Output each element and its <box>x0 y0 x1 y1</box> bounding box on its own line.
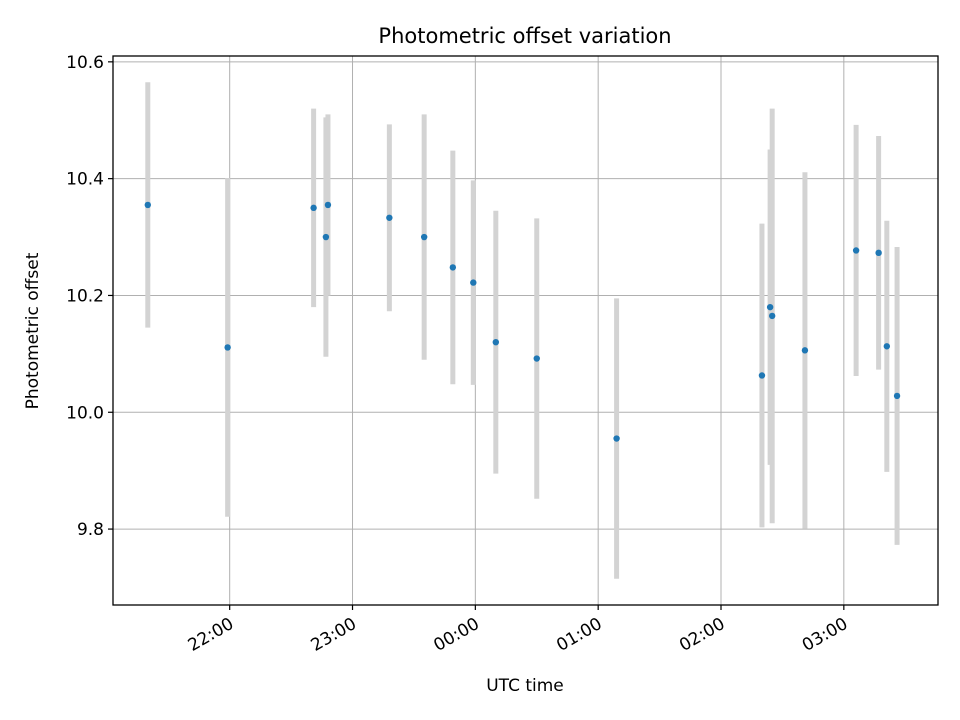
chart-title: Photometric offset variation <box>378 24 671 48</box>
x-tick-label: 00:00 <box>430 614 482 656</box>
data-point <box>758 372 766 379</box>
data-point <box>533 355 540 362</box>
grid-lines <box>113 56 938 605</box>
data-point <box>801 347 809 354</box>
data-point <box>766 303 774 311</box>
x-axis-label: UTC time <box>486 676 564 696</box>
x-tick-label: 01:00 <box>553 614 605 656</box>
data-point <box>875 249 882 257</box>
data-point <box>852 247 860 254</box>
y-tick-label: 10.0 <box>66 403 104 423</box>
y-tick-label: 10.6 <box>66 53 104 73</box>
data-point <box>449 264 457 271</box>
data-point <box>420 233 428 241</box>
x-tick-label: 03:00 <box>799 614 851 656</box>
x-tick-label: 02:00 <box>676 614 728 656</box>
plot-area-frame <box>112 55 939 606</box>
data-point <box>883 343 891 350</box>
y-tick-label: 10.4 <box>66 170 104 190</box>
x-tick-label: 23:00 <box>308 614 360 656</box>
data-point <box>470 279 477 286</box>
data-point <box>224 344 231 351</box>
data-point <box>492 338 500 346</box>
error-bars <box>145 82 900 579</box>
y-tick-label: 9.8 <box>77 520 104 540</box>
x-axis-ticks: 22:00 23:00 00:00 01:00 02:00 03:00 <box>185 605 851 656</box>
data-point <box>613 435 620 442</box>
data-points <box>144 201 901 442</box>
y-axis-label: Photometric offset <box>23 252 43 409</box>
data-point <box>768 312 776 320</box>
data-point <box>322 233 330 241</box>
y-tick-label: 10.2 <box>66 286 104 306</box>
data-point <box>893 392 901 400</box>
y-axis-ticks: 9.8 10.0 10.2 10.4 10.6 <box>66 53 113 540</box>
x-tick-label: 22:00 <box>185 614 237 656</box>
data-point <box>144 201 152 209</box>
data-point <box>310 204 317 212</box>
data-point <box>324 201 332 209</box>
data-point <box>386 214 393 221</box>
